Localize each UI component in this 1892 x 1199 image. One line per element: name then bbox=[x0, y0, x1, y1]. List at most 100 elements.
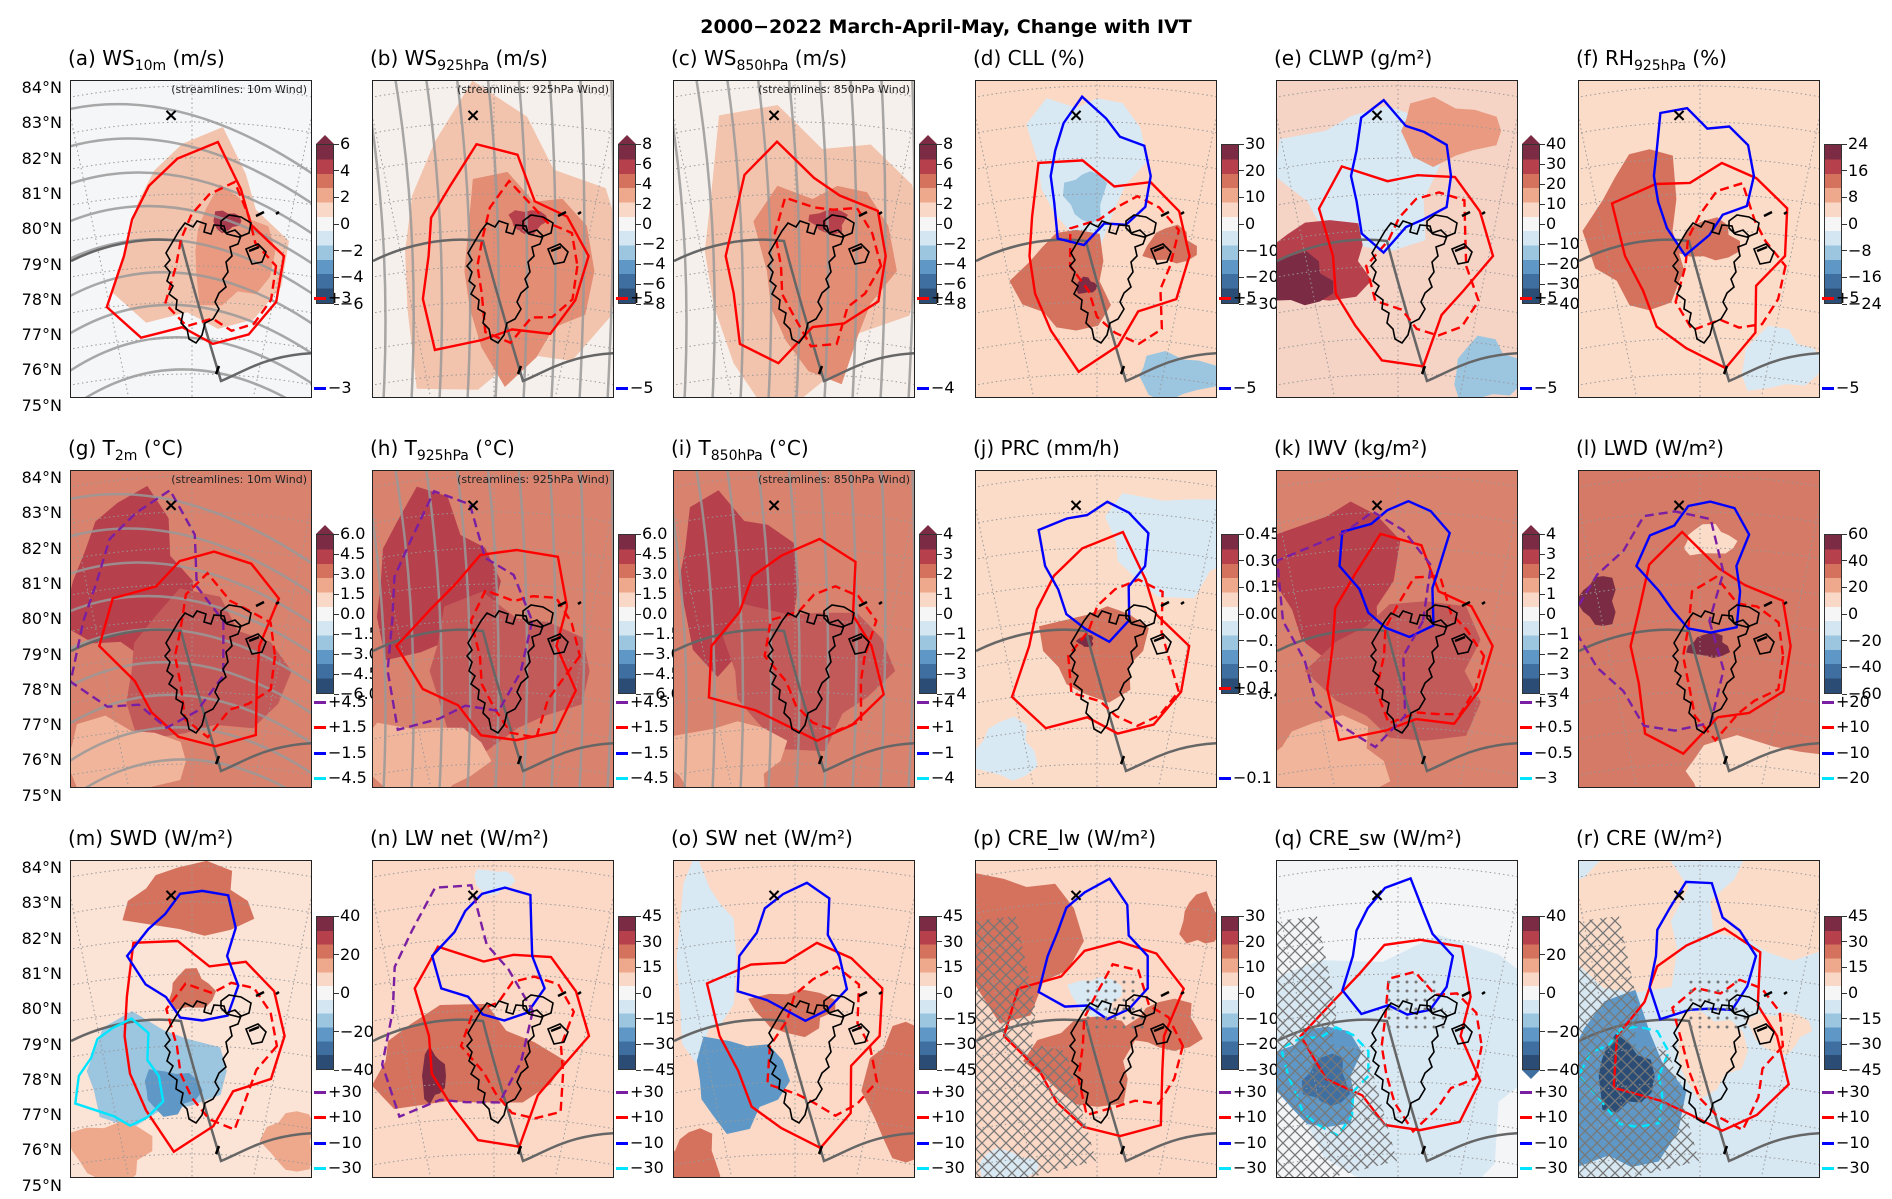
colorbar-tick-label: −30 bbox=[937, 1034, 977, 1054]
colorbar bbox=[1221, 144, 1239, 304]
streamline-note: (streamlines: 850hPa Wind) bbox=[758, 473, 910, 486]
filled-contour-region bbox=[1710, 861, 1819, 961]
contour-legend-value: +5 bbox=[1836, 288, 1860, 307]
colorbar-extend-max-arrow bbox=[618, 135, 636, 144]
contour-legend-swatch bbox=[1219, 1091, 1231, 1094]
colorbar-tick-label: −4 bbox=[1540, 684, 1570, 703]
threshold-contour bbox=[1279, 1026, 1370, 1137]
contour-legend-entry: +1.5 bbox=[314, 717, 367, 736]
contour-legend-swatch bbox=[616, 777, 628, 780]
panel-title-subscript: 850hPa bbox=[736, 58, 789, 74]
contour-legend-entry: −4 bbox=[917, 768, 955, 787]
contour-legend-value: −10 bbox=[630, 1132, 664, 1152]
contour-legend-value: +10 bbox=[328, 1107, 362, 1127]
threshold-contour bbox=[1629, 530, 1792, 756]
colorbar bbox=[1522, 916, 1540, 1070]
panel-title-main: (d) CLL (%) bbox=[973, 46, 1085, 70]
contour-legend-entry: +1 bbox=[917, 717, 955, 736]
colorbar-tick-label: −45 bbox=[636, 1060, 676, 1079]
contour-legend-entry: +30 bbox=[616, 1082, 664, 1101]
colorbar-tick-label: −30 bbox=[1540, 274, 1580, 293]
streamline bbox=[71, 594, 311, 655]
latitude-gridline bbox=[373, 583, 613, 596]
panel-title-unit: (°C) bbox=[468, 436, 515, 460]
streamline bbox=[695, 81, 716, 397]
filled-contour-region bbox=[753, 185, 897, 385]
map-canvas: × bbox=[1579, 471, 1819, 787]
contour-legend-swatch bbox=[1520, 751, 1532, 755]
lat-label: 76°N bbox=[21, 1140, 62, 1160]
threshold-contour bbox=[1674, 181, 1787, 332]
colorbar-tick-label: −2 bbox=[636, 234, 666, 253]
colorbar-tick-label: −4 bbox=[636, 254, 666, 273]
latitude-gridline bbox=[1579, 193, 1819, 206]
latitude-gridline bbox=[71, 1081, 311, 1094]
significance-stippling bbox=[1387, 976, 1447, 1031]
contour-legend-swatch bbox=[917, 297, 929, 300]
contour-legend-value: −10 bbox=[1836, 1132, 1870, 1152]
streamline bbox=[578, 81, 586, 397]
latitude-gridline bbox=[674, 901, 914, 914]
contour-legend-value: −30 bbox=[630, 1158, 664, 1177]
streamline bbox=[818, 471, 830, 787]
panel-title-unit: (m/s) bbox=[166, 46, 225, 70]
latitude-gridline bbox=[71, 727, 311, 740]
colorbar-tick-label: −15 bbox=[1842, 1008, 1882, 1028]
latitude-gridline bbox=[1579, 157, 1819, 170]
contour-legend-swatch bbox=[314, 751, 326, 755]
panel-title-main: (i) T bbox=[671, 436, 711, 460]
filled-contour-region bbox=[674, 721, 788, 787]
colorbar-tick-label: −2 bbox=[937, 234, 967, 253]
contour-legend-entry: +20 bbox=[1822, 692, 1870, 711]
latitude-gridline bbox=[674, 619, 914, 632]
colorbar-tick-label: 4 bbox=[936, 524, 954, 543]
island-coastline bbox=[1722, 990, 1788, 1155]
contour-legend-entry: +3 bbox=[1520, 692, 1558, 711]
latitude-gridline bbox=[373, 121, 613, 134]
colorbar-tick-label: 0.15 bbox=[1239, 577, 1281, 597]
latitude-gridline bbox=[1579, 373, 1819, 386]
contour-legend-value: −4.5 bbox=[630, 768, 669, 787]
latitude-gridline bbox=[976, 547, 1216, 560]
colorbar-extend-min-arrow bbox=[1522, 1070, 1540, 1079]
latitude-gridline bbox=[1579, 727, 1819, 740]
colorbar-extend-max-arrow bbox=[1522, 135, 1540, 144]
filled-contour-region bbox=[474, 869, 516, 896]
island-coastline bbox=[516, 600, 582, 765]
lat-label: 80°N bbox=[21, 219, 62, 239]
island-coastline bbox=[817, 210, 883, 375]
lat-label: 79°N bbox=[21, 254, 62, 274]
contour-legend-value: −10 bbox=[931, 1132, 965, 1152]
colorbar-tick-label: −4.5 bbox=[334, 664, 379, 683]
contour-legend-value: +30 bbox=[1233, 1082, 1267, 1101]
panel-title-unit: (%) bbox=[1685, 46, 1727, 70]
colorbar-tick-label: 0 bbox=[1238, 983, 1256, 1002]
svalbard-coastline bbox=[1068, 214, 1172, 345]
colorbar-tick-label: 4.5 bbox=[635, 544, 668, 563]
panel-title-main: (l) LWD (W/m²) bbox=[1576, 436, 1724, 460]
colorbar-tick-label: 24 bbox=[1841, 134, 1869, 153]
colorbar-tick-label: −8 bbox=[636, 294, 666, 313]
colorbar-tick-label: 0 bbox=[1841, 983, 1859, 1002]
filled-contour-region bbox=[1579, 576, 1616, 626]
threshold-contour bbox=[1067, 578, 1181, 728]
latitude-gridline bbox=[373, 229, 613, 242]
latitude-gridline bbox=[1277, 475, 1517, 488]
map-canvas: × bbox=[976, 471, 1216, 787]
panel-title: (c) WS850hPa (m/s) bbox=[671, 46, 847, 74]
contour-legend-swatch bbox=[1822, 1091, 1834, 1094]
contour-legend-swatch bbox=[1219, 1116, 1231, 1120]
svalbard-coastline bbox=[766, 214, 870, 345]
contour-legend-swatch bbox=[1822, 751, 1834, 755]
colorbar-tick-label: 8 bbox=[635, 134, 653, 153]
filled-contour-region bbox=[674, 1128, 721, 1177]
latitude-gridline bbox=[373, 1117, 613, 1130]
contour-legend-value: −1.5 bbox=[630, 742, 669, 762]
latitude-gridline bbox=[674, 763, 914, 776]
colorbar bbox=[618, 916, 636, 1070]
contour-legend-entry: −1.5 bbox=[314, 743, 367, 762]
figure-title: 2000−2022 March-April-May, Change with I… bbox=[700, 16, 1192, 38]
panel-title: (k) IWV (kg/m²) bbox=[1274, 436, 1427, 460]
contour-legend-swatch bbox=[616, 1116, 628, 1120]
contour-legend-swatch bbox=[1520, 1141, 1532, 1145]
